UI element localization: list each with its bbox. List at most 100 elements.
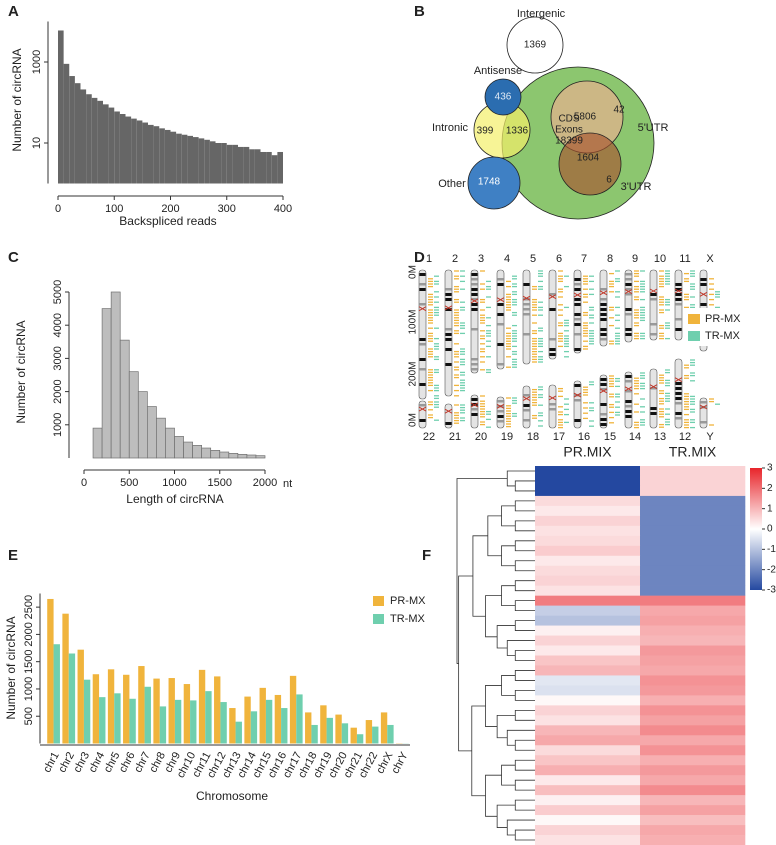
ideogram-band [700, 278, 707, 281]
x-axis-label: Length of circRNA [126, 492, 223, 506]
dendrogram-branch [485, 774, 502, 817]
ideogram-band [625, 278, 632, 281]
heatmap-cell [535, 655, 641, 666]
y-tick-label: 2500 [23, 595, 35, 619]
ideogram-band [675, 387, 682, 390]
colorbar-tick-label: 0 [767, 524, 773, 535]
centromere [548, 395, 557, 401]
heatmap-cell [535, 815, 641, 826]
heatmap-cell [640, 775, 746, 786]
y-tick-label: 4000 [52, 313, 64, 337]
histogram-bar [142, 122, 148, 184]
histogram-bar [215, 143, 222, 184]
legend-swatch [373, 596, 384, 606]
ideogram-band [600, 338, 607, 341]
ideogram-band [625, 410, 632, 413]
chromosome-label: 10 [654, 253, 666, 265]
histogram-bar [136, 120, 143, 184]
histogram-bar [174, 436, 184, 459]
heatmap-cell [535, 795, 641, 806]
y-axis-label: Number of circRNA [10, 48, 24, 151]
heatmap-cell [640, 735, 746, 746]
ideogram-band [650, 387, 657, 390]
ideogram-band [471, 303, 478, 306]
heatmap-cell [640, 625, 746, 636]
ideogram-band [675, 417, 682, 420]
ideogram-band [650, 333, 657, 336]
ideogram-band [445, 333, 452, 336]
ideogram-band [600, 378, 607, 381]
ideogram [649, 368, 658, 429]
axis-label: 100M [408, 309, 419, 334]
ideogram-band [497, 420, 504, 423]
count: 1748 [478, 177, 501, 188]
ideogram-band [600, 418, 607, 421]
histogram-bar [249, 149, 255, 184]
ideogram-band [675, 298, 682, 301]
chromosome-label: 16 [578, 431, 590, 443]
ideogram-band [471, 408, 478, 411]
centromere [624, 386, 633, 392]
heatmap-cell [535, 775, 641, 786]
heatmap-cell [535, 615, 641, 626]
ideogram-band [471, 368, 478, 371]
ideogram-band [600, 298, 607, 301]
ideogram-band [497, 283, 504, 286]
histogram-bar [198, 138, 205, 184]
histogram-bar [137, 391, 148, 459]
centromere [470, 298, 479, 304]
ideogram-band [445, 363, 452, 366]
centromere [599, 290, 608, 296]
bar [47, 598, 54, 744]
heatmap-cell [640, 475, 746, 487]
heatmap-cell [640, 655, 746, 666]
y-tick-label: 1500 [23, 649, 35, 673]
column-label: PR.MIX [563, 444, 612, 460]
chromosome-label: 12 [679, 431, 691, 443]
ideogram-band [574, 399, 581, 402]
y-tick-label: 1000 [31, 50, 43, 74]
ideogram-band [574, 323, 581, 326]
histogram-bar [246, 454, 257, 459]
bar [335, 714, 342, 744]
ideogram-band [497, 400, 504, 403]
dendrogram-branch [501, 675, 516, 696]
ideogram-band [419, 288, 426, 291]
ideogram-band [523, 419, 530, 422]
chromosome-label: 8 [607, 253, 613, 265]
ideogram-band [419, 358, 426, 361]
chromosome-label: 6 [556, 253, 562, 265]
ideogram-band [600, 383, 607, 386]
centromere [624, 289, 633, 295]
heatmap-cell [640, 545, 746, 557]
ideogram-band [675, 288, 682, 291]
centromere [522, 295, 531, 301]
ideogram [418, 269, 427, 400]
ideogram-band [574, 288, 581, 291]
heatmap-cell [535, 475, 641, 487]
x-tick-label: 400 [274, 203, 292, 215]
centromere [699, 404, 708, 410]
heatmap-cell [640, 685, 746, 696]
y-tick-label: 500 [23, 707, 35, 725]
heatmap-cell [535, 565, 641, 577]
ideogram-band [600, 308, 607, 311]
chromosome-label: 14 [629, 431, 641, 443]
panel-label: A [8, 3, 19, 20]
heatmap-cell [640, 755, 746, 766]
heatmap-cell [640, 815, 746, 826]
ideogram-band [574, 384, 581, 387]
x-tick-label: 200 [161, 203, 179, 215]
count: 1336 [506, 126, 529, 137]
y-tick-label: 5000 [52, 280, 64, 304]
axis-label: 0M [408, 413, 419, 427]
heatmap-cell [640, 825, 746, 836]
ideogram-band [419, 273, 426, 276]
heatmap-cell [535, 675, 641, 686]
ideogram-band [523, 303, 530, 306]
ideogram-band [675, 382, 682, 385]
centromere [699, 291, 708, 297]
x-tick-label: 500 [120, 477, 138, 489]
ideogram-band [471, 283, 478, 286]
ideogram-band [497, 415, 504, 418]
